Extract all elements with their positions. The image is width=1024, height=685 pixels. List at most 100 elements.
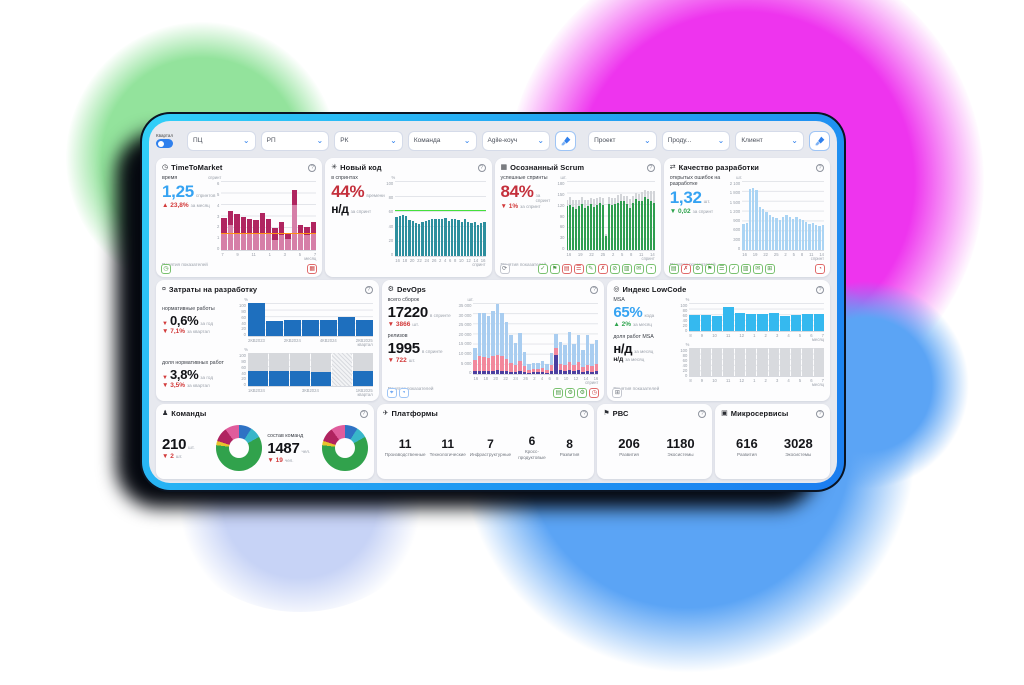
select-value: ПЦ (193, 137, 203, 144)
mail-icon[interactable]: ✉ (633, 264, 644, 275)
bar (421, 181, 424, 257)
bar (594, 303, 599, 375)
counter: 616 Развития (721, 436, 772, 458)
timer-icon[interactable]: ◔ (645, 264, 656, 275)
clock-icon[interactable]: ◷ (589, 388, 600, 399)
menu-icon[interactable]: ☰ (716, 264, 727, 275)
rows-icon[interactable]: ▥ (740, 264, 751, 275)
x-axis-unit: квартал (357, 342, 373, 348)
bar (355, 303, 373, 337)
chart-icon[interactable]: ▤ (668, 264, 679, 275)
filter-select-rp[interactable]: РП ⌄ (260, 130, 330, 151)
help-icon[interactable]: ? (477, 163, 486, 172)
x-tick-label: 11 (639, 252, 644, 258)
help-icon[interactable]: ? (590, 285, 599, 294)
counter-label: Развития (737, 452, 757, 458)
filter-select-client[interactable]: Клиент ⌄ (735, 130, 804, 151)
stat-sub: за год (200, 374, 214, 380)
counter-value: 7 (487, 436, 494, 451)
stat-sub: кода (644, 313, 655, 319)
bar (401, 181, 405, 257)
filter-select-team[interactable]: Команда ⌄ (407, 130, 477, 151)
filter-select-pc[interactable]: ПЦ ⌄ (187, 130, 256, 151)
grid-icon[interactable]: ▦ (307, 264, 318, 275)
bar (522, 303, 527, 375)
metric-definitions-link[interactable]: Понятия показателей (387, 386, 434, 392)
bar (768, 181, 772, 251)
bar (752, 181, 755, 251)
x-tick-label: 4 (540, 376, 544, 382)
y-axis-unit: % (244, 297, 248, 303)
help-icon[interactable]: ? (580, 409, 589, 418)
stat-value: 1,25 (162, 182, 194, 201)
target-icon[interactable]: ⌖ (386, 388, 397, 399)
refresh-icon[interactable]: ⟳ (499, 264, 510, 275)
bar (266, 181, 272, 251)
footer-icons-left: ▤ ✗ ⚙ ⚑ ☰ ✓ ▥ ✉ ⊞ (668, 264, 775, 275)
gear-icon[interactable]: ⚙ (565, 388, 576, 399)
help-icon[interactable]: ? (698, 409, 707, 418)
x-tick-label: 1 (268, 252, 271, 258)
metric-definitions-link[interactable]: Понятия показателей (500, 262, 547, 268)
export-icon[interactable]: ⊞ (612, 388, 623, 399)
y-tick-label: 90 (559, 213, 565, 219)
bug-icon[interactable]: ✗ (680, 264, 691, 275)
list-icon[interactable]: ▤ (561, 264, 572, 275)
settings-icon[interactable]: ⚙ (577, 388, 588, 399)
gear-icon[interactable]: ⚙ (692, 264, 703, 275)
check-icon[interactable]: ✓ (537, 264, 548, 275)
bar (291, 181, 298, 251)
report-icon[interactable]: ▤ (553, 388, 564, 399)
bar (778, 181, 781, 251)
edit-icon[interactable]: ✎ (585, 264, 596, 275)
help-icon[interactable]: ? (816, 409, 824, 418)
clear-filters-button-2[interactable] (809, 130, 830, 151)
menu-icon[interactable]: ☰ (573, 264, 584, 275)
help-icon[interactable]: ? (359, 409, 368, 418)
metric-definitions-link[interactable]: Понятия показателей (669, 262, 716, 268)
bar (398, 181, 401, 257)
flag-icon[interactable]: ⚑ (549, 264, 560, 275)
mail-icon[interactable]: ✉ (752, 264, 763, 275)
y-axis-unit: % (685, 342, 690, 348)
costs-chart-top: % 100 80 60 40 20 0 2КВ2023 2КВ2024 4КВ2024 2КВ202… (239, 297, 373, 347)
filter-select-project[interactable]: Проект ⌄ (588, 130, 657, 151)
clock-icon[interactable]: ◷ (161, 264, 171, 275)
bar (808, 181, 811, 251)
y-tick-label: 60 (682, 313, 688, 319)
y-tick-label: 35 000 (458, 303, 472, 309)
metric-definitions-link[interactable]: Понятия показателей (613, 386, 660, 392)
bar (509, 303, 513, 375)
filter-select-agile-coach[interactable]: Agile-коуч ⌄ (481, 130, 551, 151)
help-icon[interactable]: ? (816, 163, 824, 172)
quarter-toggle[interactable] (156, 139, 173, 148)
cross-icon[interactable]: ✗ (597, 264, 608, 275)
alert-icon[interactable]: ◔ (815, 264, 825, 275)
help-icon[interactable]: ? (816, 285, 825, 294)
quality-icon: ⇄ (669, 164, 676, 171)
rows-icon[interactable]: ▥ (621, 264, 632, 275)
clear-filters-button[interactable] (555, 130, 577, 151)
help-icon[interactable]: ? (646, 163, 655, 172)
metric-definitions-link[interactable]: Понятия показателей (162, 262, 208, 268)
help-icon[interactable]: ? (308, 163, 317, 172)
x-tick-label: 6 (810, 378, 813, 384)
bar (221, 181, 227, 251)
help-icon[interactable]: ? (364, 285, 373, 294)
history-icon[interactable]: ◔ (398, 388, 409, 399)
flag-icon[interactable]: ⚑ (704, 264, 715, 275)
stat-value: 1995 (387, 340, 420, 358)
x-axis-unit: спринт (810, 256, 824, 262)
filter-select-product[interactable]: Проду... ⌄ (661, 130, 731, 151)
check-icon[interactable]: ✓ (728, 264, 739, 275)
bar (319, 303, 337, 337)
block-icon[interactable]: ⊘ (609, 264, 620, 275)
filter-select-rk[interactable]: РК ⌄ (334, 130, 403, 151)
stat-label: MSA (613, 297, 625, 304)
counter-value: 11 (398, 436, 412, 451)
x-tick-label: 4КВ2024 (319, 338, 337, 344)
plus-icon[interactable]: ⊞ (764, 264, 775, 275)
bar (227, 181, 234, 251)
counter: 8 Развития (551, 437, 589, 458)
